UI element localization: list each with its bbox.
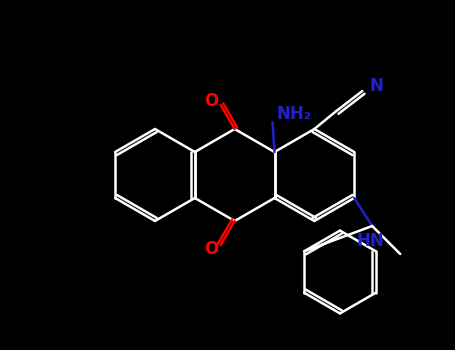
Text: N: N: [369, 77, 383, 95]
Text: O: O: [205, 240, 219, 258]
Text: HN: HN: [356, 232, 384, 250]
Text: NH₂: NH₂: [277, 105, 312, 123]
Text: O: O: [205, 92, 219, 110]
